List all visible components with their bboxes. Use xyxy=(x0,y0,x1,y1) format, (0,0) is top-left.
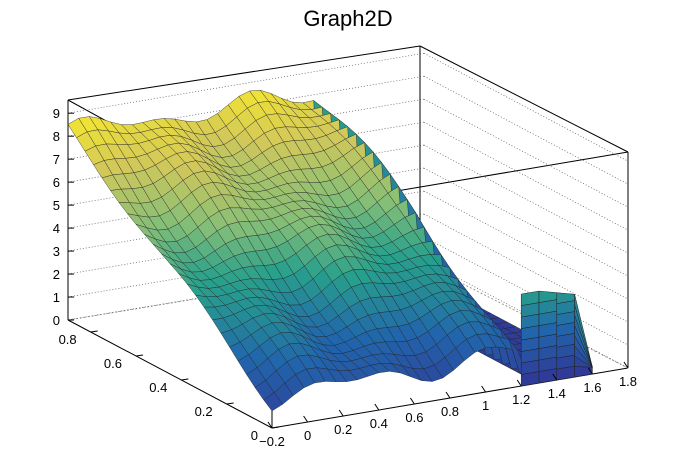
z-tick-label: 8 xyxy=(53,129,60,144)
z-gridline-back xyxy=(67,52,425,114)
x-tick-label: 1.4 xyxy=(548,386,566,401)
y-tick-mark xyxy=(271,426,280,429)
y-tick-label: 0.2 xyxy=(195,404,213,419)
y-tick-mark xyxy=(181,378,189,381)
z-tick-label: 7 xyxy=(53,152,60,167)
y-tick-mark xyxy=(226,402,234,405)
x-tick-mark xyxy=(267,421,273,429)
z-gridline-right xyxy=(423,75,629,185)
z-tick-label: 4 xyxy=(53,221,60,236)
z-tick-label: 0 xyxy=(53,313,60,328)
x-tick-mark xyxy=(303,415,309,423)
z-gridline-right xyxy=(423,236,629,346)
y-axis-ticks: 0 0.2 0.4 0.6 0.8 xyxy=(59,330,280,443)
x-tick-mark xyxy=(338,409,344,417)
x-tick-label: 0.2 xyxy=(334,422,352,437)
z-gridline-right xyxy=(423,144,629,254)
z-tick-label: 5 xyxy=(53,198,60,213)
y-tick-label: 0.8 xyxy=(59,332,77,347)
box-top-right-edge xyxy=(419,45,629,153)
x-tick-label: 0.4 xyxy=(370,416,388,431)
x-tick-mark xyxy=(552,373,558,381)
x-tick-label: −0.2 xyxy=(259,434,285,449)
z-tick-label: 1 xyxy=(53,290,60,305)
x-tick-label: 1.2 xyxy=(512,392,530,407)
x-tick-label: 1.8 xyxy=(619,374,637,389)
z-tick-label: 2 xyxy=(53,267,60,282)
x-tick-label: 0 xyxy=(304,428,311,443)
y-tick-label: 0.4 xyxy=(149,380,167,395)
x-tick-label: 0.8 xyxy=(441,404,459,419)
box-top-back-edge xyxy=(67,45,421,101)
z-tick-label: 9 xyxy=(53,106,60,121)
y-tick-mark xyxy=(90,330,98,333)
x-tick-mark xyxy=(623,361,629,369)
z-gridline-right xyxy=(423,167,629,277)
x-tick-mark xyxy=(445,391,451,399)
z-tick-label: 6 xyxy=(53,175,60,190)
x-axis-ticks: −0.2 0 0.2 0.4 0.6 0.8 1 1.2 1.4 1.6 1.8 xyxy=(259,361,637,449)
x-tick-mark xyxy=(374,403,380,411)
y-tick-label: 0.6 xyxy=(104,356,122,371)
chart-title: Graph2D xyxy=(303,6,392,31)
z-gridline-right xyxy=(423,52,629,162)
x-tick-mark xyxy=(409,397,415,405)
edge-column-cell xyxy=(574,294,593,368)
y-tick-mark xyxy=(135,354,144,357)
z-axis-ticks: 0 1 2 3 4 5 6 7 8 9 xyxy=(53,106,74,328)
y-tick-label: 0 xyxy=(251,428,258,443)
x-tick-label: 0.6 xyxy=(405,410,423,425)
surface-plot xyxy=(67,89,594,412)
x-tick-mark xyxy=(587,367,593,375)
z-gridline-right xyxy=(423,190,629,300)
x-tick-label: 1.6 xyxy=(583,380,601,395)
x-tick-mark xyxy=(481,385,487,393)
z-tick-label: 3 xyxy=(53,244,60,259)
z-gridline-right xyxy=(423,98,629,208)
edge-column-cell xyxy=(574,366,593,378)
x-tick-mark xyxy=(516,379,522,387)
z-gridline-right xyxy=(423,259,629,369)
z-gridline-right xyxy=(423,121,629,231)
z-gridline-right xyxy=(423,213,629,323)
x-tick-label: 1 xyxy=(482,398,489,413)
floor-y-axis xyxy=(67,319,273,429)
